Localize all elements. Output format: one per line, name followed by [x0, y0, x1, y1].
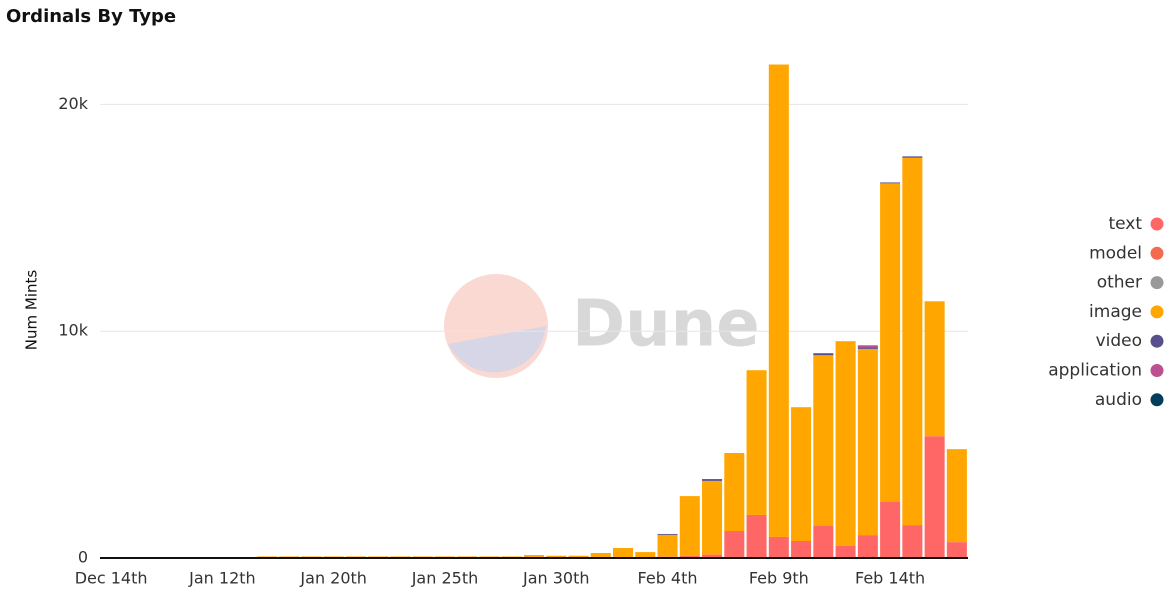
- x-tick-label: Jan 25th: [411, 569, 479, 588]
- bar-segment: [791, 540, 812, 558]
- bar-segment: [657, 534, 678, 557]
- x-tick-label: Dec 14th: [75, 569, 148, 588]
- bar-segment: [657, 533, 678, 535]
- bar-segment: [635, 552, 656, 558]
- bar-segment: [791, 407, 812, 541]
- bar-segment: [746, 514, 767, 558]
- legend-swatch: [1150, 364, 1164, 377]
- bar-segment: [724, 531, 745, 558]
- bar-segment: [813, 353, 834, 356]
- bar-segment: [702, 479, 723, 481]
- bar-segment: [768, 536, 789, 558]
- bar-segment: [702, 554, 723, 558]
- bar-segment: [857, 345, 878, 348]
- bar-segment: [590, 553, 611, 558]
- watermark-logo: [448, 326, 546, 373]
- bar-segment: [679, 555, 700, 558]
- y-tick-label: 10k: [58, 321, 88, 340]
- bar-segment: [523, 555, 545, 558]
- watermark: Dune: [572, 288, 760, 362]
- x-tick-label: Jan 20th: [299, 569, 367, 588]
- bar-segment: [546, 555, 567, 558]
- bar-segment: [924, 436, 945, 558]
- x-tick-label: Jan 30th: [522, 569, 590, 588]
- bar-segment: [880, 183, 901, 502]
- bar-segment: [724, 452, 745, 532]
- legend-label: application: [1048, 361, 1142, 381]
- y-tick-label: 0: [78, 548, 88, 567]
- legend-swatch: [1150, 334, 1164, 348]
- legend-label: image: [1089, 302, 1142, 322]
- bar-segment: [702, 480, 723, 555]
- bar-segment: [813, 526, 834, 558]
- bar-segment: [768, 64, 789, 537]
- bar-segment: [857, 535, 878, 558]
- bar-segment: [679, 496, 700, 556]
- legend-label: model: [1089, 243, 1142, 263]
- legend-label: text: [1108, 214, 1142, 234]
- bar-segment: [835, 545, 856, 558]
- bar-segment: [946, 542, 967, 558]
- x-tick-label: Feb 9th: [749, 569, 809, 588]
- legend-label: audio: [1095, 390, 1142, 410]
- bar-segment: [568, 555, 589, 558]
- x-tick-label: Feb 4th: [638, 569, 698, 588]
- bar-segment: [857, 348, 878, 536]
- bar-segment: [746, 370, 767, 515]
- x-tick-label: Jan 12th: [188, 569, 256, 588]
- legend-swatch: [1150, 276, 1164, 290]
- bar-segment: [613, 548, 634, 558]
- legend-swatch: [1150, 246, 1164, 260]
- bar-segment: [835, 341, 856, 546]
- bar-segment: [902, 157, 923, 526]
- legend-label: video: [1096, 331, 1142, 351]
- bar-segment: [946, 449, 967, 543]
- legend-swatch: [1150, 305, 1164, 319]
- bar-segment: [902, 525, 923, 558]
- bar-segment: [857, 347, 878, 349]
- bar-segment: [924, 301, 945, 437]
- legend-swatch: [1150, 393, 1164, 407]
- bar-segment: [880, 182, 901, 184]
- bar-segment: [880, 501, 901, 558]
- legend-label: other: [1097, 273, 1142, 293]
- legend-swatch: [1150, 217, 1164, 231]
- y-axis-label: Num Mints: [23, 270, 41, 351]
- chart-title: Ordinals By Type: [6, 6, 176, 27]
- x-tick-label: Feb 14th: [855, 569, 925, 588]
- bar-segment: [902, 156, 923, 158]
- bar-segment: [813, 355, 834, 527]
- y-tick-label: 20k: [58, 94, 88, 113]
